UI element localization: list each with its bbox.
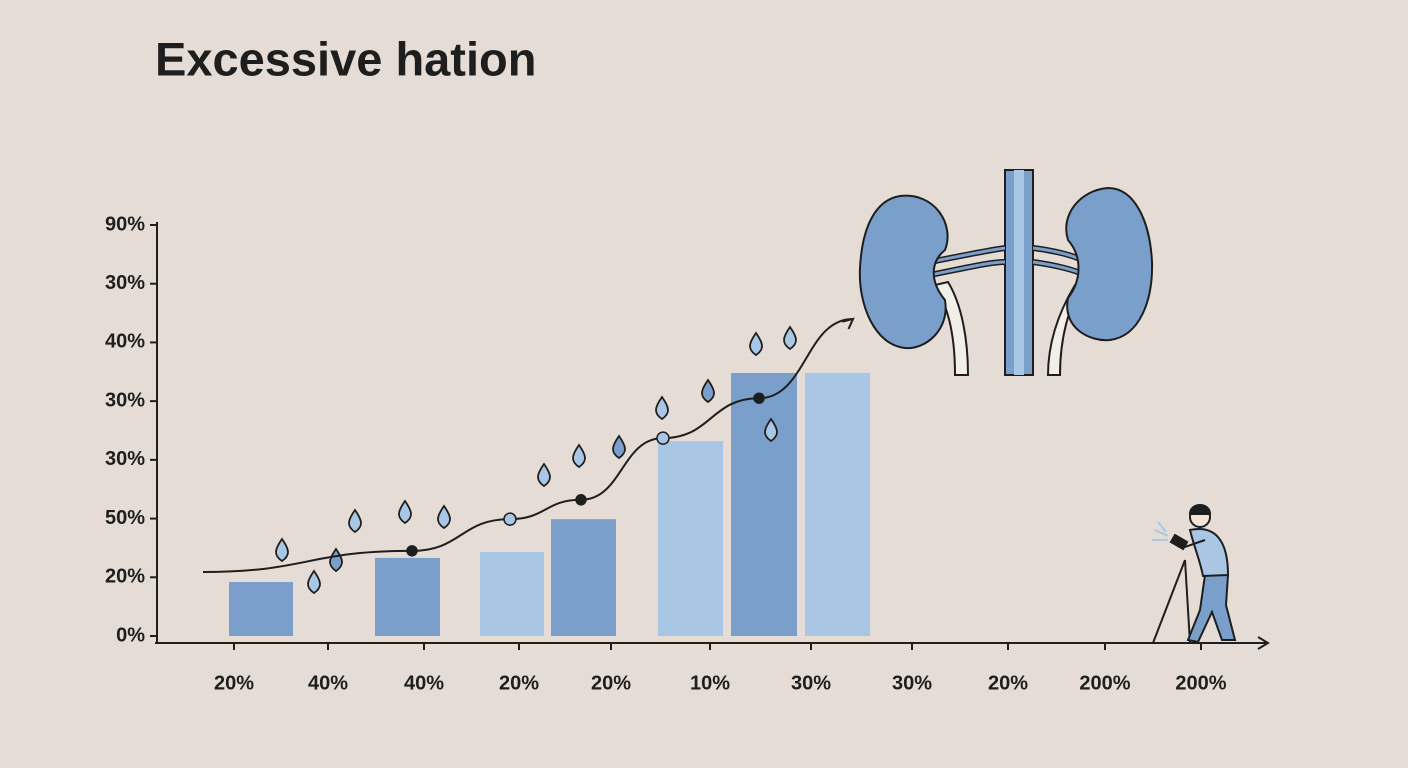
water-drop xyxy=(275,537,289,563)
water-drop xyxy=(572,443,586,469)
legs xyxy=(1186,574,1237,644)
person-illustration xyxy=(1152,504,1237,644)
spray xyxy=(1152,521,1169,541)
x-tick-label: 200% xyxy=(1079,672,1130,694)
x-axis-arrow xyxy=(1257,636,1270,650)
water-drop xyxy=(764,417,778,443)
water-drop xyxy=(348,508,362,534)
bar xyxy=(229,581,293,636)
y-tick-label: 0% xyxy=(116,624,145,646)
water-drop xyxy=(783,325,797,351)
vessel-highlight xyxy=(1014,170,1024,375)
kidney-illustration xyxy=(858,169,1154,376)
water-drop xyxy=(749,331,763,357)
x-tick-label: 20% xyxy=(214,672,254,694)
trend-marker xyxy=(753,392,765,404)
plot: 0% 20% 50% 30% 30% 40% 30% 90% 20% 40% 40% 20% 20% 10… xyxy=(105,213,1227,694)
kidney-left xyxy=(858,194,949,350)
chart-title: Excessive hation xyxy=(155,32,536,85)
water-drop xyxy=(307,569,321,595)
bar xyxy=(551,519,616,636)
water-drop xyxy=(612,434,626,460)
kidney-right xyxy=(1065,186,1154,342)
water-drop xyxy=(537,462,551,488)
x-tick-label: 40% xyxy=(308,672,348,694)
renal-vessels-fill xyxy=(929,246,1086,277)
torso xyxy=(1188,528,1230,578)
y-tick-label: 30% xyxy=(105,272,145,294)
y-tick-label: 30% xyxy=(105,389,145,411)
bar xyxy=(480,552,544,636)
x-tick-label: 20% xyxy=(988,672,1028,694)
x-tick-label: 40% xyxy=(404,672,444,694)
x-tick-label: 20% xyxy=(499,672,539,694)
trend-marker xyxy=(575,494,587,506)
y-tick-label: 30% xyxy=(105,448,145,470)
x-tick-label: 10% xyxy=(690,672,730,694)
y-tick-label: 40% xyxy=(105,331,145,353)
bar xyxy=(805,372,870,636)
trend-marker xyxy=(503,512,517,526)
bar xyxy=(658,441,723,636)
water-drop xyxy=(655,395,669,421)
x-tick-label: 30% xyxy=(892,672,932,694)
stick xyxy=(1184,559,1191,644)
y-tick-label: 90% xyxy=(105,213,145,235)
bar xyxy=(731,372,797,636)
y-tick-label: 50% xyxy=(105,507,145,529)
x-tick-label: 200% xyxy=(1175,672,1226,694)
hair xyxy=(1188,504,1212,515)
water-drop xyxy=(701,378,715,404)
trend-arrow xyxy=(842,317,855,330)
y-tick-label: 20% xyxy=(105,566,145,588)
water-drop xyxy=(398,499,412,525)
x-tick-label: 20% xyxy=(591,672,631,694)
ureter-left xyxy=(933,280,970,376)
water-drop xyxy=(437,504,451,530)
trend-marker xyxy=(656,431,670,445)
device xyxy=(1169,533,1189,551)
trend-marker xyxy=(406,545,418,557)
bar xyxy=(375,557,440,636)
stick xyxy=(1152,559,1186,644)
x-tick-label: 30% xyxy=(791,672,831,694)
